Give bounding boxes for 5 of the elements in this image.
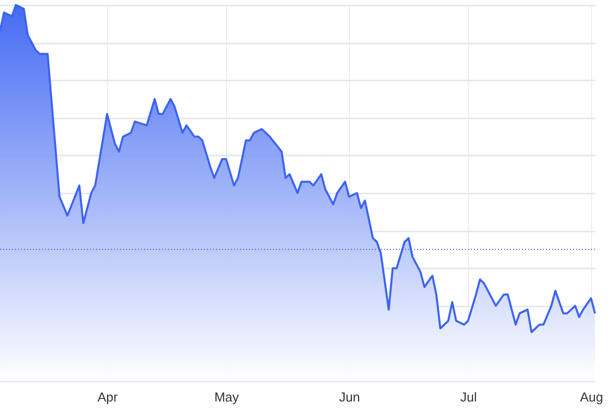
x-tick-label: Apr	[97, 390, 118, 404]
x-tick-label: Aug	[580, 390, 604, 404]
x-tick-label: May	[214, 390, 240, 404]
x-tick-label: Jul	[460, 390, 477, 404]
x-tick-label: Jun	[339, 390, 360, 404]
